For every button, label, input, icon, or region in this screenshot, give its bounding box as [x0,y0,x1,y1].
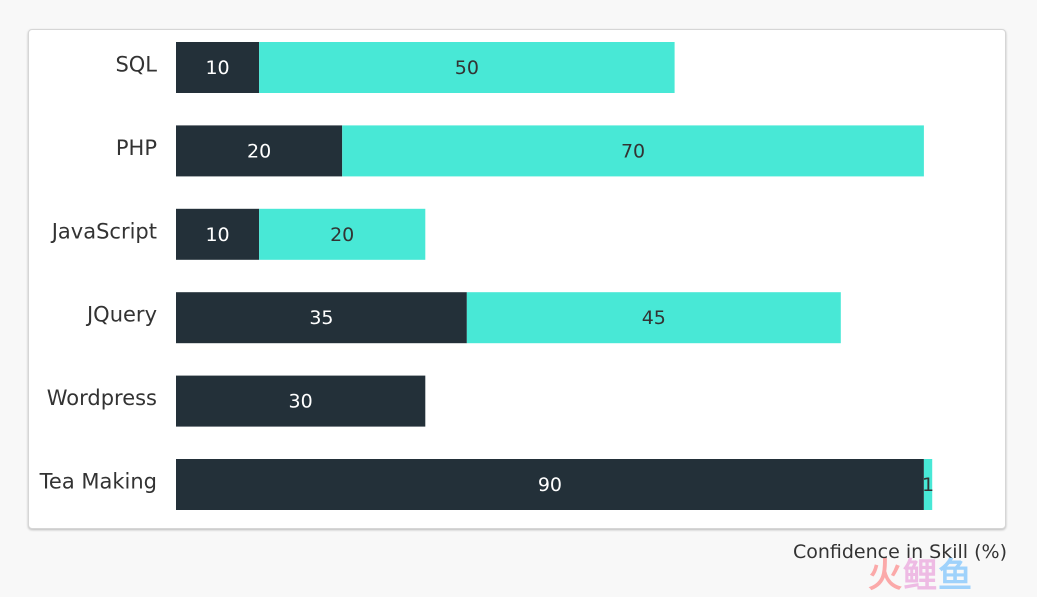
bar-tea-making-series-2 [923,459,933,510]
watermark-logo: 火鲤鱼 [868,556,973,596]
bar-javascript-series-2 [259,208,426,260]
data-label-jquery-series-1: 35 [309,307,333,329]
category-label-javascript: JavaScript [50,219,157,243]
data-label-php-series-1: 20 [247,140,271,162]
bar-wordpress-series-1 [176,375,426,427]
data-label-sql-series-2: 50 [455,57,479,79]
data-label-javascript-series-1: 10 [205,224,229,246]
data-label-php-series-2: 70 [621,140,645,162]
data-label-sql-series-1: 10 [205,57,229,79]
category-label-wordpress: Wordpress [47,386,157,410]
bar-jquery-series-2 [466,292,841,344]
category-label-sql: SQL [115,53,157,77]
bar-php-series-2 [342,125,924,177]
data-label-wordpress-series-1: 30 [289,391,313,413]
bar-jquery-series-1 [176,292,467,344]
data-label-tea-making-series-2: 1 [922,474,934,496]
x-axis-label: Confidence in Skill (%) [792,541,1007,563]
category-label-tea-making: Tea Making [39,470,157,494]
chart-card: SQL 10 50 PHP 20 70 JavaScript 10 20 JQuery 35 45 Wo… [28,29,1006,529]
bar-tea-making-series-1 [176,459,924,510]
bar-sql-series-1 [176,42,260,93]
bar-sql-series-2 [259,42,675,93]
data-label-tea-making-series-1: 90 [538,474,562,496]
data-label-javascript-series-2: 20 [330,224,354,246]
data-label-jquery-series-2: 45 [642,307,666,329]
stacked-bar-chart: SQL 10 50 PHP 20 70 JavaScript 10 20 JQuery 35 45 Wo… [39,42,934,510]
bar-php-series-1 [176,125,343,177]
category-label-php: PHP [116,136,157,160]
category-label-jquery: JQuery [85,303,157,327]
bar-javascript-series-1 [176,208,260,260]
